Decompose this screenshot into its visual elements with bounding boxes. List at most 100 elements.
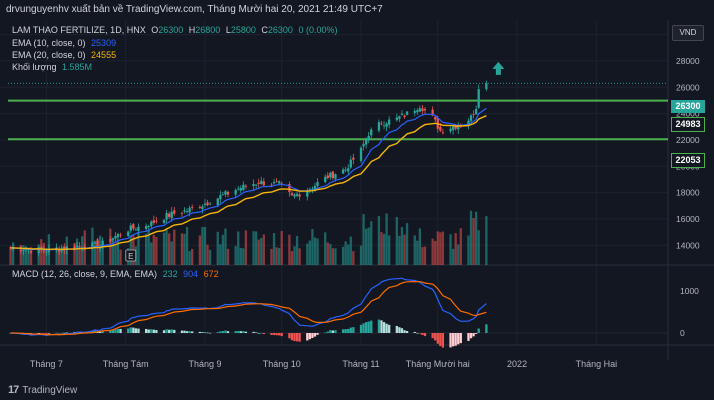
volume-bar: [185, 227, 189, 265]
currency-badge[interactable]: VND: [672, 25, 704, 41]
macd-histogram-bar: [201, 332, 204, 333]
candle-body: [485, 83, 488, 90]
macd-histogram-bar: [469, 333, 473, 339]
macd-histogram-bar: [55, 332, 58, 334]
ohlc-l: 25800: [230, 25, 256, 35]
x-tick-label: Tháng 7: [30, 359, 63, 369]
candle-body: [109, 239, 112, 242]
candle-body: [431, 109, 434, 116]
candle-body: [239, 187, 242, 191]
candle-body: [449, 128, 452, 132]
macd-histogram-bar: [260, 332, 263, 334]
macd-histogram-bar: [119, 328, 122, 333]
ema20-label: EMA (20, close, 0): [12, 50, 86, 60]
volume-value: 1.585M: [61, 62, 92, 72]
volume-bar: [257, 239, 260, 265]
macd-histogram-bar: [180, 330, 184, 333]
candle-body: [344, 169, 347, 171]
macd-histogram-bar: [239, 331, 242, 333]
volume-bar: [334, 248, 337, 265]
macd-histogram-bar: [385, 323, 388, 333]
volume-bar: [78, 249, 81, 265]
macd-histogram-bar: [162, 330, 166, 333]
volume-bar: [119, 249, 122, 265]
volume-bar: [449, 234, 452, 265]
volume-bar: [9, 247, 12, 265]
volume-bar: [224, 228, 227, 265]
volume-bar: [208, 249, 212, 265]
volume-bar: [150, 242, 153, 265]
macd-histogram-bar: [252, 331, 255, 333]
volume-bar: [45, 248, 48, 265]
ema10-value: 25309: [91, 38, 117, 48]
candle-body: [308, 189, 312, 191]
footer-bar: 17 TradingView: [0, 380, 714, 400]
candle-body: [347, 168, 350, 172]
ohlc-h-label: H: [188, 25, 196, 35]
candle-body: [237, 188, 240, 190]
volume-bar: [362, 214, 365, 265]
macd-histogram-bar: [37, 333, 40, 334]
macd-histogram-bar: [400, 328, 404, 333]
candle-body: [421, 108, 424, 111]
y-tick-label: 14000: [676, 240, 700, 250]
volume-bar: [324, 232, 327, 265]
volume-bar: [201, 227, 204, 265]
volume-bar: [474, 211, 478, 265]
macd-histogram-bar: [454, 333, 457, 346]
macd-histogram-bar: [147, 329, 150, 333]
candle-body: [331, 171, 335, 179]
volume-bar: [173, 229, 176, 265]
volume-bar: [147, 229, 150, 265]
macd-histogram-bar: [165, 329, 168, 333]
macd-histogram-bar: [359, 324, 363, 333]
volume-bar: [434, 241, 437, 265]
header-bar: drvunguyenhv xuất bản về TradingView.com…: [0, 0, 714, 20]
volume-bar: [364, 228, 368, 265]
candle-body: [162, 220, 166, 223]
volume-bar: [298, 248, 301, 265]
arrow-up-shape: [492, 61, 505, 75]
volume-bar: [382, 233, 386, 265]
macd-histogram-bar: [219, 331, 222, 333]
macd-pane: [8, 277, 668, 348]
ema10-line: [10, 107, 487, 251]
macd-histogram-bar: [298, 333, 301, 342]
candle-body: [244, 186, 248, 187]
candle-body: [385, 123, 388, 127]
price-chart[interactable]: Tháng 7 Tháng Tám Tháng 9 Tháng 10 Tháng 11 T…: [0, 20, 714, 380]
y-tick-label: 28000: [676, 56, 700, 66]
volume-bar: [377, 215, 381, 265]
macd-histogram-bar: [341, 329, 345, 333]
y-tick-label: 18000: [676, 188, 700, 198]
volume-bar: [278, 247, 281, 265]
candle-body: [334, 174, 337, 179]
macd-y-tick-label: 1000: [680, 286, 699, 296]
candle-body: [364, 139, 368, 145]
macd-histogram-bar: [439, 333, 442, 347]
volume-bar: [395, 217, 398, 265]
ohlc-o: 26300: [158, 25, 184, 35]
volume-bar: [216, 231, 219, 265]
volume-bar: [421, 247, 424, 265]
ohlc-o-label: O: [151, 25, 159, 35]
macd-value: 904: [183, 269, 199, 279]
tradingview-logo[interactable]: 17 TradingView: [8, 384, 77, 396]
macd-histogram-bar: [380, 320, 383, 333]
candle-body: [474, 108, 478, 115]
macd-histogram-bar: [313, 333, 317, 337]
volume-bar: [457, 244, 460, 265]
macd-histogram-bar: [224, 330, 227, 333]
chart-grid: [0, 20, 714, 360]
volume-bar: [252, 231, 255, 265]
macd-histogram-bar: [96, 331, 99, 333]
macd-histogram-bar: [73, 332, 76, 333]
macd-histogram-bar: [474, 333, 478, 334]
macd-histogram-bar: [173, 329, 176, 333]
macd-histogram-bar: [270, 333, 273, 336]
volume-bar: [451, 248, 455, 265]
macd-histogram-bar: [129, 327, 132, 333]
candle-body: [37, 247, 40, 254]
macd-histogram-bar: [216, 332, 219, 333]
candle-body: [185, 211, 189, 212]
